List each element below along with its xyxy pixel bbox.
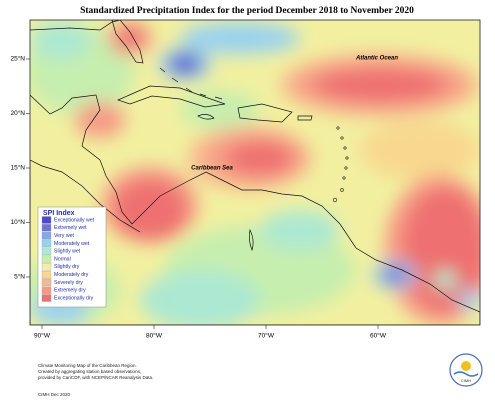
legend-label: Exceptionally wet	[54, 217, 95, 223]
lesser-antilles	[332, 126, 349, 203]
lon-label: 90°W	[34, 332, 51, 340]
spi-blob	[180, 90, 260, 130]
legend: SPI Index Exceptionally wet Extremely wet…	[37, 206, 107, 308]
legend-label: Slightly dry	[54, 264, 80, 270]
spi-blob	[458, 290, 480, 310]
spi-blob	[114, 180, 186, 240]
legend-swatch	[41, 216, 52, 224]
lon-label: 60°W	[370, 332, 387, 340]
spi-blob	[360, 120, 480, 180]
legend-label: Very wet	[54, 233, 74, 239]
legend-swatch	[41, 224, 52, 232]
ocean-label: Atlantic Ocean	[355, 56, 398, 62]
logo-wave	[453, 371, 479, 377]
legend-label: Moderately wet	[54, 241, 90, 247]
lat-label: 20°N	[10, 109, 25, 117]
legend-swatch	[41, 263, 52, 271]
legend-label: Moderately dry	[54, 272, 89, 278]
spi-blob	[260, 210, 340, 250]
sea-label: Caribbean Sea	[191, 166, 233, 172]
spi-blob	[180, 22, 300, 54]
spi-blob	[433, 270, 457, 290]
legend-title: SPI Index	[43, 210, 75, 217]
legend-label: Severely dry	[54, 280, 83, 286]
credit: CIMH Dec 2020	[38, 392, 71, 397]
legend-label: Extremely wet	[54, 225, 87, 231]
legend-swatch	[41, 278, 52, 287]
legend-label: Exceptionally dry	[54, 295, 94, 301]
logo: CIMH	[449, 353, 483, 387]
spi-blob	[116, 28, 144, 48]
legend-label: Slightly wet	[54, 249, 81, 255]
footnote-line: provided by CariCOF, with NCEP/NCAR Rean…	[38, 375, 153, 380]
legend-label: Normal	[54, 256, 71, 262]
lat-label: 5°N	[14, 273, 25, 281]
lon-label: 80°W	[146, 332, 163, 340]
spi-blob	[75, 102, 125, 138]
spi-blob	[403, 188, 480, 312]
map-title: Standardized Precipitation Index for the…	[80, 6, 414, 16]
coastlines	[30, 20, 480, 325]
legend-swatch	[41, 255, 52, 263]
legend-label: Extremely dry	[54, 288, 86, 294]
spi-blob	[30, 20, 90, 60]
footnote-line: Climate Monitoring Map of the Caribbean …	[38, 363, 137, 368]
spi-blob	[381, 266, 409, 284]
map-frame	[29, 19, 481, 326]
footnote: Climate Monitoring Map of the Caribbean …	[38, 363, 153, 380]
spi-blob	[315, 69, 445, 101]
legend-swatch	[41, 294, 52, 302]
lat-label: 10°N	[10, 218, 25, 226]
lat-label: 25°N	[10, 55, 25, 63]
logo-text: CIMH	[461, 378, 471, 383]
logo-sun	[461, 361, 471, 371]
lat-label: 15°N	[10, 164, 25, 172]
legend-swatch	[41, 231, 52, 240]
legend-swatch	[41, 286, 52, 294]
footnote-line: Created by aggregating station based obs…	[38, 369, 141, 374]
spi-blob	[140, 270, 260, 325]
legend-swatch	[41, 270, 52, 279]
legend-swatch	[41, 239, 52, 248]
legend-swatch	[41, 247, 52, 255]
spi-blob	[228, 142, 292, 174]
spi-blob	[175, 57, 195, 71]
lon-label: 70°W	[258, 332, 275, 340]
